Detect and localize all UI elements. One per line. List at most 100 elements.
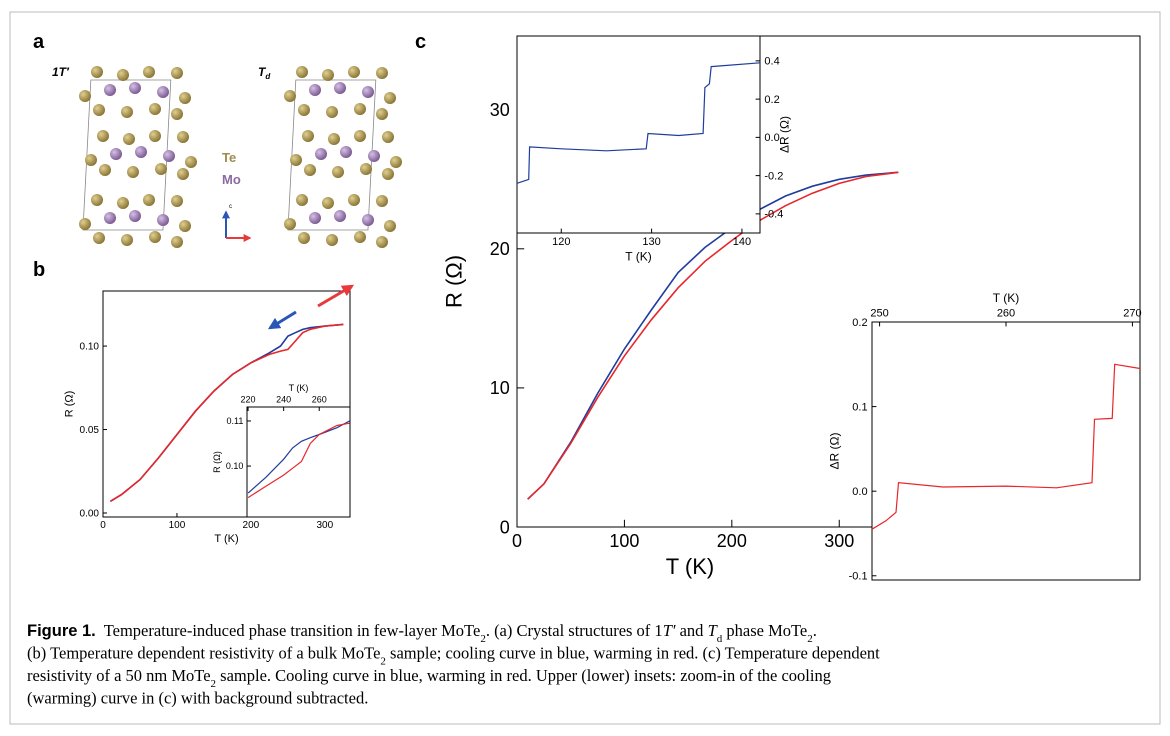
te-atom <box>143 66 155 78</box>
te-atom <box>284 90 296 102</box>
caption-text: sample. Cooling curve in blue, warming i… <box>216 666 831 685</box>
crystal-structures <box>79 66 402 248</box>
te-atom <box>354 103 366 115</box>
chart-panel: 120 130 140 -0.4 -0.2 0.0 0.2 0.4 T (K) ΔR (Ω) <box>516 35 792 263</box>
caption-line: (b) Temperature dependent resistivity of… <box>27 644 880 668</box>
y-tick-label: -0.1 <box>849 571 868 583</box>
te-atom <box>296 194 308 206</box>
caption-text: resistivity of a 50 nm MoTe <box>27 666 211 685</box>
plot-frame <box>246 406 351 518</box>
panel-label: b <box>33 259 45 281</box>
te-atom <box>354 130 366 142</box>
caption-line: Figure 1. Temperature-induced phase tran… <box>27 621 817 645</box>
y-tick-label: 0.11 <box>227 416 244 426</box>
te-atom <box>322 69 334 81</box>
figure-border <box>9 11 1161 725</box>
te-atom <box>93 232 105 244</box>
te-atom <box>376 236 388 248</box>
plot-frame <box>516 35 761 234</box>
te-atom <box>123 133 135 145</box>
plot-frame <box>102 290 351 518</box>
y-axis-label: R (Ω) <box>212 451 222 473</box>
mo-atom <box>110 148 122 160</box>
data-line <box>247 422 350 499</box>
y-tick-label: 0.10 <box>80 342 100 353</box>
y-tick-label: 0.2 <box>764 94 779 106</box>
caption-sub: 2 <box>480 633 486 645</box>
te-atom <box>384 220 396 232</box>
data-line <box>516 62 761 184</box>
y-axis-label: ΔR (Ω) <box>828 433 842 470</box>
x-tick-label: 200 <box>243 520 260 531</box>
mo-atom <box>135 146 147 158</box>
te-atom <box>326 234 338 246</box>
caption-sub: 2 <box>380 656 386 668</box>
x-axis-label: T (K) <box>993 291 1019 305</box>
te-atom <box>384 92 396 104</box>
x-tick-label: 120 <box>552 236 570 248</box>
panel-label: a <box>33 31 45 53</box>
y-tick-label: 0.10 <box>226 461 244 471</box>
warming-arrow <box>317 284 355 308</box>
data-line <box>109 323 344 502</box>
te-atom <box>354 231 366 243</box>
caption-bold: Figure 1. <box>27 622 96 640</box>
te-atom <box>99 164 111 176</box>
caption-text: phase MoTe <box>722 621 807 640</box>
te-atom <box>284 218 296 230</box>
phase-label: 1T′ <box>52 65 70 79</box>
y-axis-label: ΔR (Ω) <box>778 116 792 153</box>
x-tick-label: 140 <box>733 236 751 248</box>
caption-text: (b) Temperature dependent resistivity of… <box>27 644 380 663</box>
chart-panel: 250 260 270 -0.1 0.0 0.1 0.2 T (K) ΔR (Ω) <box>828 291 1142 583</box>
te-atom <box>302 130 314 142</box>
x-tick-label: 0 <box>512 531 522 551</box>
te-atom <box>117 69 129 81</box>
te-atom <box>117 197 129 209</box>
data-line <box>527 171 899 500</box>
caption-line: (warming) curve in (c) with background s… <box>27 689 368 708</box>
legend-mo: Mo <box>222 172 241 187</box>
te-atom <box>328 133 340 145</box>
mo-atom <box>309 212 321 224</box>
chart-panel: 220 240 260 0.10 0.11 T (K) R (Ω) <box>212 383 351 518</box>
te-atom <box>177 131 189 143</box>
x-tick-label: 240 <box>276 395 291 405</box>
te-atom <box>179 220 191 232</box>
x-tick-label: 270 <box>1123 308 1141 320</box>
x-tick-label: 300 <box>824 531 854 551</box>
te-atom <box>91 66 103 78</box>
phase-label: Td <box>258 65 271 81</box>
te-atom <box>121 234 133 246</box>
y-tick-label: 30 <box>490 100 510 120</box>
te-atom <box>376 108 388 120</box>
mo-atom <box>157 86 169 98</box>
plot-frame <box>871 321 1141 581</box>
x-axis-label: T (K) <box>289 383 309 393</box>
legend-te: Te <box>222 150 236 165</box>
mo-atom <box>362 214 374 226</box>
y-tick-label: 0.0 <box>764 132 779 144</box>
mo-atom <box>157 214 169 226</box>
te-atom <box>326 106 338 118</box>
te-atom <box>93 104 105 116</box>
te-atom <box>149 231 161 243</box>
caption-text: (warming) curve in (c) with background s… <box>27 689 368 708</box>
x-tick-label: 260 <box>997 308 1015 320</box>
te-atom <box>382 131 394 143</box>
y-tick-label: 20 <box>490 239 510 259</box>
te-atom <box>149 130 161 142</box>
mo-atom <box>315 148 327 160</box>
y-tick-label: 0 <box>500 517 510 537</box>
te-atom <box>304 164 316 176</box>
x-tick-label: 200 <box>717 531 747 551</box>
mo-atom <box>334 210 346 222</box>
te-atom <box>298 232 310 244</box>
caption-italic: T <box>708 621 719 640</box>
caption: Figure 1. Temperature-induced phase tran… <box>27 621 880 708</box>
caption-text: Temperature-induced phase transition in … <box>96 621 481 640</box>
y-tick-label: 0.05 <box>80 425 100 436</box>
te-atom <box>296 66 308 78</box>
chart-panel: 0 100 200 300 0 10 20 30 T (K) R (Ω) <box>441 35 1141 579</box>
